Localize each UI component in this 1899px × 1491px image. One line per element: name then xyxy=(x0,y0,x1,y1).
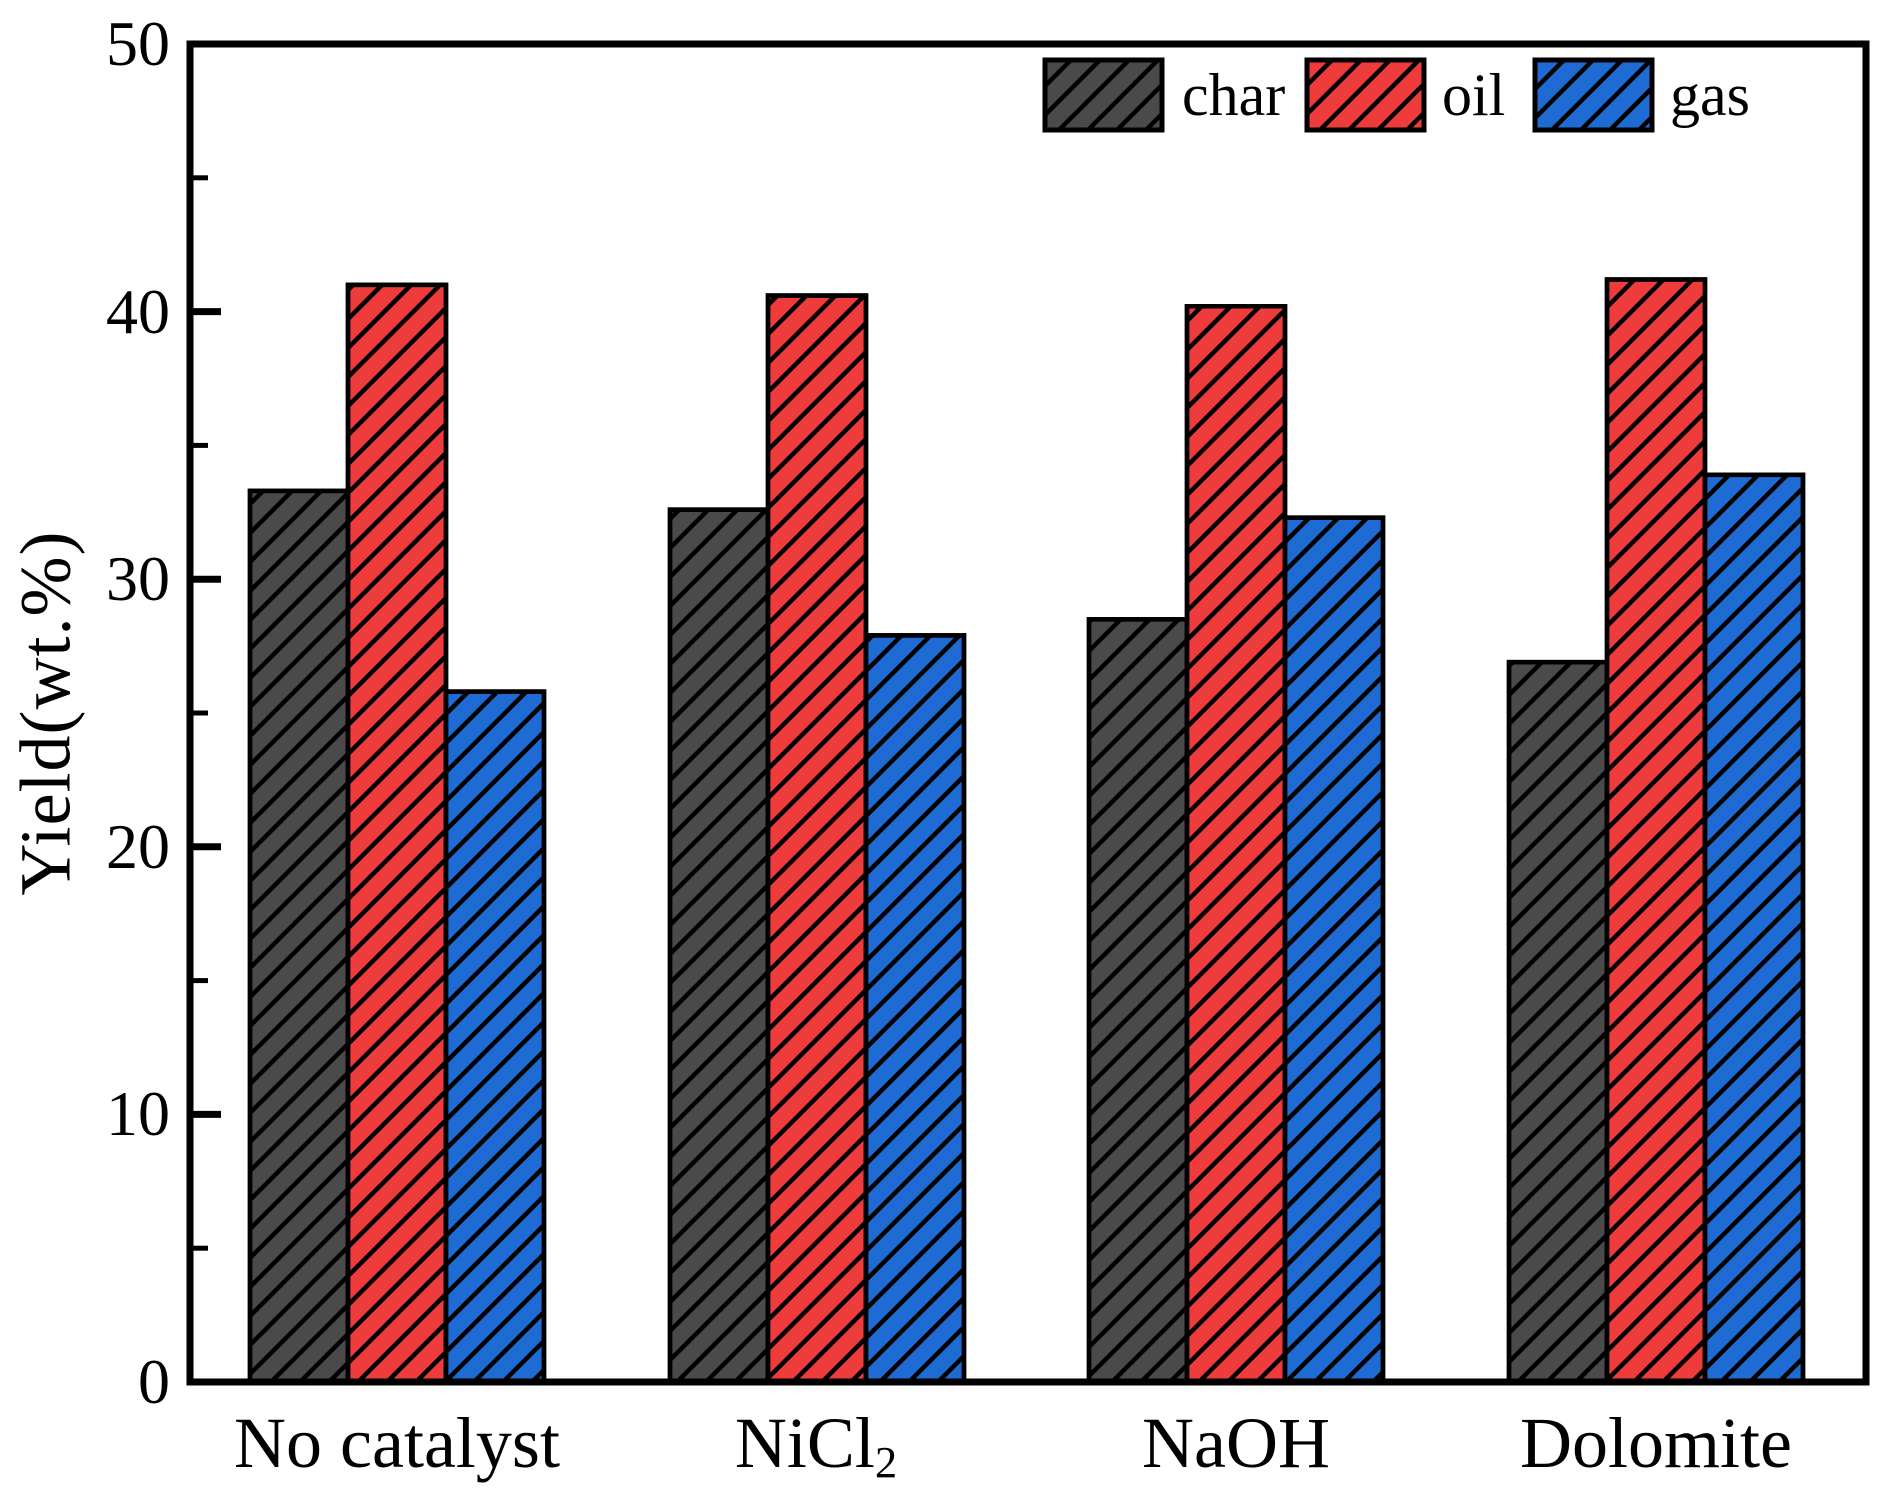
y-tick-label-20: 20 xyxy=(106,811,170,882)
y-tick-label-40: 40 xyxy=(106,276,170,347)
bar-char-naoh-hatch xyxy=(1086,617,1190,1385)
legend-swatch-gas-hatch xyxy=(1532,57,1655,133)
bar-oil-no-catalyst-hatch xyxy=(345,282,449,1385)
x-category-label-text: NaOH xyxy=(1142,1403,1330,1483)
bar-char-no-catalyst-hatch xyxy=(247,488,351,1385)
legend-swatch-oil-hatch xyxy=(1304,57,1427,133)
x-category-dolomite: Dolomite xyxy=(1396,1398,1899,1488)
bar-oil-naoh-hatch xyxy=(1184,303,1288,1385)
bar-gas-no-catalyst-hatch xyxy=(443,689,547,1385)
y-tick-label-30: 30 xyxy=(106,543,170,614)
x-category-no-catalyst: No catalyst xyxy=(137,1398,657,1488)
bar-gas-nicl2-hatch xyxy=(863,633,967,1385)
x-category-label-subscript: 2 xyxy=(874,1436,898,1487)
x-category-naoh: NaOH xyxy=(976,1398,1496,1488)
bar-oil-nicl2-hatch xyxy=(765,293,869,1385)
y-tick-label-50: 50 xyxy=(106,8,170,79)
legend-swatch-char-hatch xyxy=(1042,57,1165,133)
y-tick-label-10: 10 xyxy=(106,1078,170,1149)
bar-gas-naoh-hatch xyxy=(1282,515,1386,1385)
y-tick-label-0: 0 xyxy=(138,1346,170,1417)
legend-label-oil: oil xyxy=(1442,62,1506,128)
plot-frame xyxy=(186,40,1870,1386)
legend-label-char: char xyxy=(1182,62,1286,128)
bar-char-dolomite-hatch xyxy=(1506,659,1610,1385)
x-category-label-text: Dolomite xyxy=(1520,1403,1792,1483)
bar-oil-dolomite-hatch xyxy=(1604,277,1708,1385)
bar-gas-dolomite-hatch xyxy=(1702,472,1806,1385)
legend-label-gas: gas xyxy=(1670,62,1750,128)
x-category-nicl2: NiCl2 xyxy=(556,1398,1076,1488)
x-category-label-text: NiCl xyxy=(734,1403,875,1483)
y-axis-title: Yield(wt.%) xyxy=(5,530,86,896)
bar-char-nicl2-hatch xyxy=(667,507,771,1385)
x-category-label-text: No catalyst xyxy=(234,1403,560,1483)
